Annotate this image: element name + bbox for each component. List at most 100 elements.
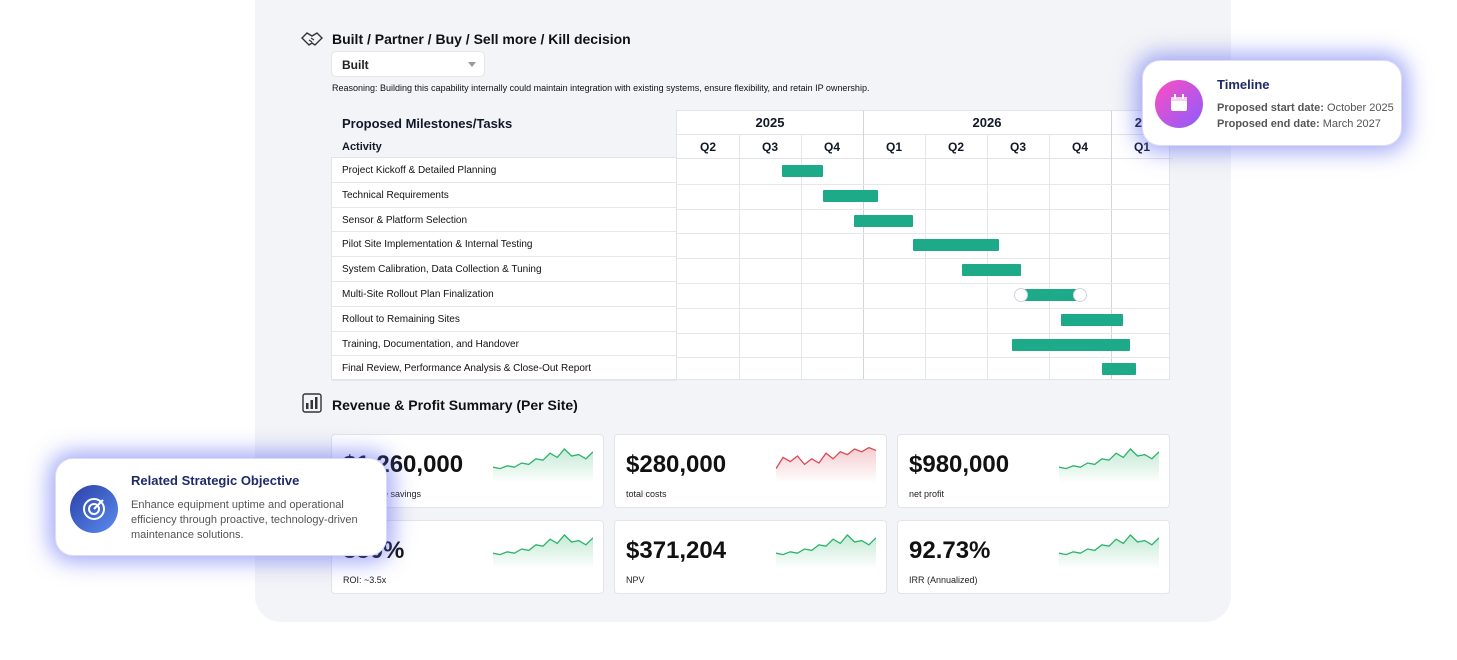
timeline-title: Timeline (1217, 77, 1270, 92)
gantt-task-row: Multi-Site Rollout Plan Finalization (332, 282, 677, 307)
gantt-year-label: 2026 (863, 111, 1111, 135)
gantt-task-list: Project Kickoff & Detailed Planning Techn… (331, 157, 677, 382)
gantt-bar[interactable] (1101, 363, 1136, 376)
gantt-grid-line (801, 135, 802, 379)
metric-card: $980,000 net profit (897, 434, 1170, 508)
chevron-down-icon (468, 62, 476, 67)
metric-label: IRR (Annualized) (909, 575, 978, 585)
sparkline-chart (1059, 448, 1159, 483)
gantt-task-row: Rollout to Remaining Sites (332, 307, 677, 332)
sparkline-area (493, 449, 593, 483)
gantt-grid-line (677, 307, 1169, 309)
timeline-end-value: March 2027 (1322, 118, 1381, 130)
decision-select-value: Built (342, 58, 369, 72)
gantt-quarter-label: Q2 (677, 135, 739, 159)
gantt-quarter-label: Q4 (1049, 135, 1111, 159)
metric-card: $371,204 NPV (614, 520, 887, 594)
gantt-quarter-label: Q3 (987, 135, 1049, 159)
gantt-grid-line (677, 233, 1169, 235)
gantt-year-label: 2025 (677, 111, 863, 135)
gantt-bar[interactable] (853, 214, 913, 227)
gantt-bar[interactable] (1021, 289, 1080, 301)
timeline-card: Timeline Proposed start date: October 20… (1142, 60, 1402, 146)
sparkline-area (776, 535, 876, 569)
sparkline-chart (493, 448, 593, 483)
gantt-bar[interactable] (822, 189, 879, 202)
gantt-grid-line (1049, 135, 1050, 379)
metric-card: 92.73% IRR (Annualized) (897, 520, 1170, 594)
sparkline-line (776, 446, 876, 469)
gantt-grid-line (677, 332, 1169, 334)
target-icon (70, 485, 118, 533)
gantt-task-row: Technical Requirements (332, 183, 677, 208)
objective-title: Related Strategic Objective (131, 473, 300, 488)
sparkline-line (493, 534, 593, 556)
timeline-start: Proposed start date: October 2025 (1217, 101, 1394, 116)
gantt-quarter-label: Q3 (739, 135, 801, 159)
gantt-grid-line (925, 135, 926, 379)
gantt-grid-line (739, 135, 740, 379)
gantt-bar[interactable] (782, 165, 823, 177)
metric-value: $371,204 (626, 537, 727, 564)
gantt-title: Proposed Milestones/Tasks (342, 116, 513, 131)
metric-label: net profit (909, 489, 945, 499)
sparkline-line (493, 448, 593, 470)
gantt-grid-line (677, 208, 1169, 210)
sparkline-chart (1059, 534, 1159, 569)
sparkline-line (776, 534, 876, 556)
decision-reasoning: Reasoning: Building this capability inte… (332, 83, 870, 93)
gantt-quarter-label: Q1 (863, 135, 925, 159)
metric-label: NPV (626, 575, 645, 585)
report-icon (302, 393, 322, 413)
gantt-bar[interactable] (1061, 313, 1124, 326)
metric-value: 92.73% (909, 537, 991, 564)
gantt-bar[interactable] (962, 264, 1022, 277)
sparkline-area (776, 447, 876, 483)
gantt-task-row: Training, Documentation, and Handover (332, 332, 677, 357)
decision-select[interactable]: Built (331, 51, 485, 77)
sparkline-area (1059, 449, 1159, 483)
sparkline-chart (776, 534, 876, 569)
sparkline-area (493, 535, 593, 569)
calendar-icon (1155, 80, 1203, 128)
timeline-end-label: Proposed end date: (1217, 118, 1320, 130)
sparkline-chart (493, 534, 593, 569)
metric-label: total costs (626, 489, 667, 499)
gantt-grid-line (1111, 111, 1112, 379)
gantt-task-row: Final Review, Performance Analysis & Clo… (332, 356, 677, 382)
revenue-title: Revenue & Profit Summary (Per Site) (332, 397, 578, 413)
gantt-grid-line (677, 357, 1169, 359)
gantt-bar[interactable] (912, 239, 1000, 252)
sparkline-area (1059, 535, 1159, 569)
objective-text: Enhance equipment uptime and operational… (131, 499, 358, 541)
gantt-activity-header: Activity (342, 141, 382, 153)
gantt-bar-resize-handle[interactable] (1073, 288, 1087, 302)
gantt-quarter-label: Q2 (925, 135, 987, 159)
gantt-grid-line (863, 111, 864, 379)
gantt-bar-resize-handle[interactable] (1014, 288, 1029, 302)
sparkline-chart (776, 446, 876, 483)
sparkline-line (1059, 448, 1159, 470)
metric-label: ROI: ~3.5x (343, 575, 387, 585)
timeline-start-label: Proposed start date: (1217, 102, 1324, 114)
gantt-bar[interactable] (1011, 338, 1130, 351)
gantt-task-row: Pilot Site Implementation & Internal Tes… (332, 232, 677, 258)
gantt-grid-line (677, 283, 1169, 284)
metric-value: $980,000 (909, 451, 1010, 478)
timeline-end: Proposed end date: March 2027 (1217, 117, 1381, 132)
gantt-grid-line (987, 135, 988, 379)
sparkline-line (1059, 534, 1159, 556)
gantt-task-row: Sensor & Platform Selection (332, 208, 677, 233)
decision-title: Built / Partner / Buy / Sell more / Kill… (332, 31, 631, 47)
handshake-icon (301, 32, 323, 46)
gantt-task-row: System Calibration, Data Collection & Tu… (332, 257, 677, 282)
gantt-quarter-label: Q1 (1111, 135, 1173, 159)
gantt-grid-line (677, 183, 1169, 185)
gantt-chart: 2025202620Q2Q3Q4Q1Q2Q3Q4Q1 (676, 110, 1173, 380)
timeline-start-value: October 2025 (1327, 102, 1394, 114)
gantt-task-row: Project Kickoff & Detailed Planning (332, 158, 677, 183)
strategic-objective-card: Related Strategic Objective Enhance equi… (55, 458, 387, 556)
metric-card: $280,000 total costs (614, 434, 887, 508)
gantt-grid-line (677, 258, 1169, 260)
gantt-quarter-label: Q4 (801, 135, 863, 159)
